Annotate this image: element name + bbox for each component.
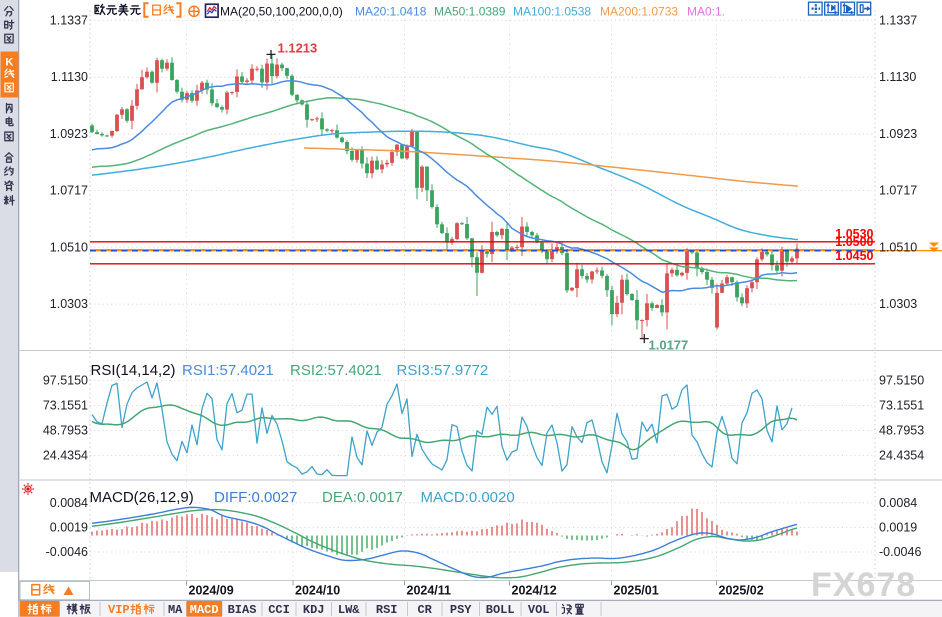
svg-text:1.0303: 1.0303 — [50, 297, 88, 311]
svg-text:RSI3:57.9772: RSI3:57.9772 — [397, 362, 489, 379]
svg-text:73.1551: 73.1551 — [43, 399, 88, 413]
svg-text:97.5150: 97.5150 — [879, 373, 924, 387]
svg-text:1.1213: 1.1213 — [278, 41, 318, 56]
svg-text:DEA:0.0017: DEA:0.0017 — [322, 489, 403, 506]
svg-text:73.1551: 73.1551 — [879, 399, 924, 413]
svg-text:KDJ: KDJ — [303, 603, 325, 617]
svg-text:DIFF:0.0027: DIFF:0.0027 — [214, 489, 297, 506]
svg-text:-0.0046: -0.0046 — [879, 545, 921, 559]
svg-text:MA200:1.0733: MA200:1.0733 — [600, 5, 678, 19]
svg-text:VOL: VOL — [528, 603, 550, 617]
svg-text:1.0450: 1.0450 — [835, 249, 873, 263]
svg-text:48.7953: 48.7953 — [879, 424, 924, 438]
svg-text:MA20:1.0418: MA20:1.0418 — [355, 5, 427, 19]
svg-text:1.1337: 1.1337 — [879, 13, 917, 27]
svg-text:2025/02: 2025/02 — [719, 584, 764, 598]
svg-text:1.0510: 1.0510 — [50, 240, 88, 254]
svg-text:1.0717: 1.0717 — [879, 184, 917, 198]
svg-text:CR: CR — [417, 603, 432, 617]
svg-text:MA100:1.0538: MA100:1.0538 — [513, 5, 591, 19]
svg-text:MA0:1.: MA0:1. — [687, 5, 725, 19]
svg-text:FX678: FX678 — [811, 566, 916, 604]
svg-text:1.1130: 1.1130 — [879, 70, 916, 84]
svg-text:1.0500: 1.0500 — [835, 235, 873, 249]
svg-text:1.0177: 1.0177 — [649, 338, 689, 353]
svg-text:MACD(26,12,9): MACD(26,12,9) — [90, 489, 194, 506]
svg-text:2024/12: 2024/12 — [512, 584, 557, 598]
svg-text:K: K — [5, 57, 13, 69]
svg-text:RSI(14,14,2): RSI(14,14,2) — [91, 362, 176, 379]
svg-text:24.4354: 24.4354 — [43, 449, 88, 463]
svg-text:1.0530: 1.0530 — [835, 227, 873, 241]
svg-text:BIAS: BIAS — [228, 603, 257, 617]
svg-text:RSI1:57.4021: RSI1:57.4021 — [182, 362, 274, 379]
svg-text:48.7953: 48.7953 — [43, 424, 88, 438]
svg-text:MA50:1.0389: MA50:1.0389 — [434, 5, 506, 19]
svg-text:VIP: VIP — [108, 603, 130, 617]
svg-text:2024/09: 2024/09 — [189, 584, 234, 598]
svg-text:0.0084: 0.0084 — [50, 496, 88, 510]
svg-text:CCI: CCI — [268, 603, 290, 617]
svg-text:97.5150: 97.5150 — [43, 373, 88, 387]
svg-text:0.0019: 0.0019 — [50, 520, 88, 534]
svg-text:1.0510: 1.0510 — [879, 240, 917, 254]
svg-text:RSI: RSI — [376, 603, 398, 617]
svg-text:0.0019: 0.0019 — [879, 520, 917, 534]
svg-text:1.0923: 1.0923 — [50, 127, 88, 141]
svg-text:1.1337: 1.1337 — [50, 13, 88, 27]
svg-text:MACD:0.0020: MACD:0.0020 — [421, 489, 515, 506]
svg-text:1.0923: 1.0923 — [879, 127, 917, 141]
svg-text:MA(20,50,100,200,0,0): MA(20,50,100,200,0,0) — [220, 5, 343, 19]
svg-text:PSY: PSY — [450, 603, 472, 617]
svg-text:2024/10: 2024/10 — [295, 584, 340, 598]
svg-text:LW&: LW& — [338, 603, 360, 617]
svg-text:2025/01: 2025/01 — [614, 584, 659, 598]
svg-text:2024/11: 2024/11 — [407, 584, 452, 598]
svg-text:MA: MA — [168, 603, 183, 617]
svg-text:MACD: MACD — [190, 603, 219, 617]
svg-text:RSI2:57.4021: RSI2:57.4021 — [290, 362, 382, 379]
svg-text:1.1130: 1.1130 — [51, 70, 88, 84]
svg-text:1.0717: 1.0717 — [50, 184, 88, 198]
svg-text:24.4354: 24.4354 — [879, 449, 924, 463]
svg-text:0.0084: 0.0084 — [879, 496, 917, 510]
svg-text:-0.0046: -0.0046 — [46, 545, 88, 559]
svg-text:BOLL: BOLL — [486, 603, 515, 617]
svg-text:1.0303: 1.0303 — [879, 297, 917, 311]
